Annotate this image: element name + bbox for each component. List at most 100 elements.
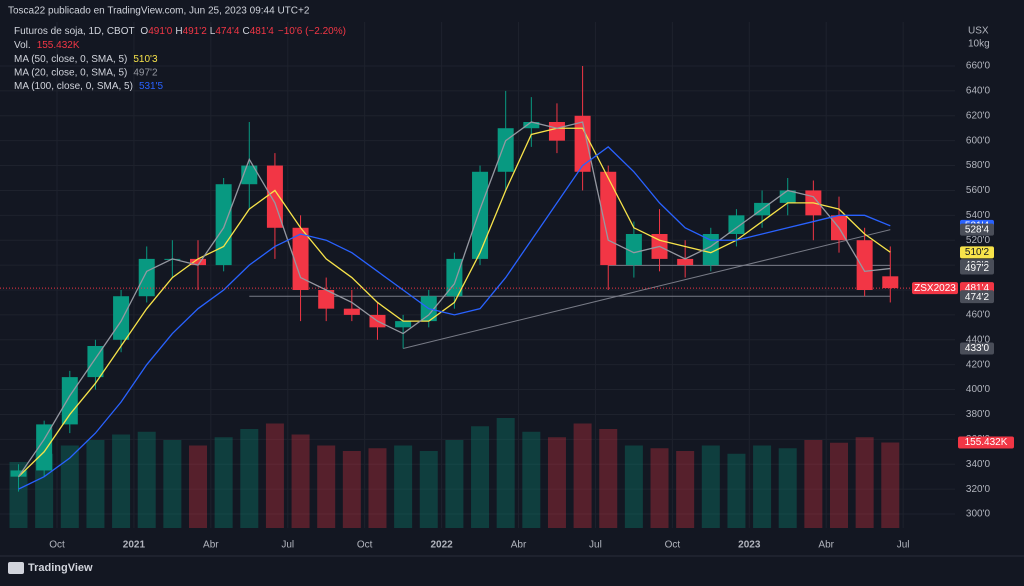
volume-bar bbox=[394, 445, 413, 528]
legend-key: C bbox=[242, 26, 249, 37]
price-tag bbox=[960, 342, 994, 355]
y-tick-label: 400'0 bbox=[966, 384, 991, 395]
candle-body bbox=[625, 234, 642, 266]
price-tag-label: 528'4 bbox=[965, 224, 990, 235]
y-tick-label: 540'0 bbox=[966, 210, 991, 221]
legend-value: 474'4 bbox=[215, 26, 240, 37]
y-tick-label: 300'0 bbox=[966, 509, 991, 520]
volume-bar bbox=[830, 442, 848, 528]
price-tag-label: 474'2 bbox=[965, 292, 990, 303]
legend-vol: 155.432K bbox=[37, 40, 80, 51]
y-tick-label: 320'0 bbox=[966, 484, 991, 495]
candle-body bbox=[882, 276, 899, 289]
logo bbox=[8, 562, 24, 574]
y-tick-label: 580'0 bbox=[966, 160, 991, 171]
volume-bar bbox=[163, 440, 182, 528]
volume-bar bbox=[419, 451, 438, 528]
y-tick-label: 520'0 bbox=[966, 235, 991, 246]
volume-bar bbox=[112, 434, 131, 528]
brand[interactable]: TradingView bbox=[28, 562, 93, 574]
volume-bar bbox=[240, 429, 259, 528]
y-tick-label: 620'0 bbox=[966, 110, 991, 121]
candle-body bbox=[472, 171, 489, 259]
volume-bar bbox=[445, 440, 464, 528]
ma-last: 531'5 bbox=[139, 81, 164, 92]
x-tick-label: Jul bbox=[589, 540, 602, 551]
y-tick-label: 440'0 bbox=[966, 334, 991, 345]
candle-body bbox=[600, 171, 617, 266]
volume-bar bbox=[317, 445, 336, 528]
x-tick-label: Jul bbox=[281, 540, 294, 551]
ma-last: 497'2 bbox=[133, 67, 158, 78]
volume-bar bbox=[265, 423, 284, 528]
volume-bar bbox=[496, 418, 515, 528]
candle-body bbox=[702, 234, 719, 266]
volume-bar bbox=[189, 445, 207, 528]
price-tag-label: 510'2 bbox=[965, 247, 990, 258]
volume-bar bbox=[342, 451, 361, 528]
x-tick-label: Oct bbox=[665, 540, 681, 551]
candle-body bbox=[574, 115, 591, 172]
candle-body bbox=[677, 258, 694, 266]
volume-bar bbox=[701, 445, 720, 528]
price-tag bbox=[960, 291, 994, 304]
byline: Tosca22 publicado en TradingView.com, Ju… bbox=[8, 6, 310, 17]
volume-bar bbox=[753, 445, 772, 528]
legend-value: 481'4 bbox=[250, 26, 275, 37]
ma-name: MA (100, close, 0, SMA, 5) bbox=[14, 81, 133, 92]
y-tick-label: 420'0 bbox=[966, 359, 991, 370]
candle-body bbox=[138, 258, 155, 297]
x-tick-label: 2021 bbox=[123, 540, 146, 551]
candle-body bbox=[190, 258, 206, 266]
volume-bar bbox=[676, 451, 695, 528]
legend-key: L bbox=[210, 26, 216, 37]
candle-body bbox=[523, 122, 540, 129]
volume-bar bbox=[804, 440, 823, 528]
candle-body bbox=[266, 165, 283, 228]
volume-bar bbox=[624, 445, 643, 528]
legend-line: MA (50, close, 0, SMA, 5) 510'3 bbox=[14, 54, 158, 65]
candle-body bbox=[292, 227, 309, 291]
symbol-tag-label: ZSX2023 bbox=[914, 283, 956, 294]
ma-line bbox=[18, 127, 891, 478]
candle-body bbox=[113, 296, 130, 340]
x-tick-label: Jul bbox=[897, 540, 910, 551]
x-tick-label: Abr bbox=[203, 540, 219, 551]
volume-tag-label: 155.432K bbox=[965, 437, 1008, 448]
volume-bar bbox=[650, 448, 669, 528]
price-tag-label: 481'4 bbox=[965, 283, 990, 294]
candle-body bbox=[856, 240, 873, 291]
volume-tag bbox=[958, 436, 1014, 449]
y-tick-label: 340'0 bbox=[966, 459, 991, 470]
candle-body bbox=[497, 128, 514, 172]
candle-body bbox=[61, 377, 78, 425]
ma-line bbox=[17, 121, 891, 478]
volume-bar bbox=[471, 426, 490, 528]
x-tick-label: Oct bbox=[357, 540, 373, 551]
legend-key: H bbox=[175, 26, 182, 37]
y-tick-label: 560'0 bbox=[966, 185, 991, 196]
candle-body bbox=[215, 184, 232, 266]
volume-bar bbox=[214, 437, 233, 528]
volume-bar bbox=[727, 453, 746, 528]
candle-body bbox=[343, 308, 360, 315]
legend-change: −10'6 (−2.20%) bbox=[278, 26, 346, 37]
y-tick-label: 380'0 bbox=[966, 409, 991, 420]
price-tag bbox=[960, 223, 994, 236]
volume-bar bbox=[855, 437, 874, 528]
x-tick-label: 2022 bbox=[430, 540, 453, 551]
ma-last: 510'3 bbox=[133, 54, 158, 65]
price-tag bbox=[960, 246, 994, 259]
candle-body bbox=[318, 290, 335, 309]
candle-body bbox=[446, 258, 463, 297]
price-tag bbox=[960, 262, 994, 275]
volume-bar bbox=[86, 440, 105, 528]
legend-value: 491'0 bbox=[148, 26, 173, 37]
ma-name: MA (20, close, 0, SMA, 5) bbox=[14, 67, 127, 78]
x-tick-label: Abr bbox=[818, 540, 834, 551]
y-tick-label: 660'0 bbox=[966, 61, 991, 72]
legend-line: Vol. 155.432K bbox=[14, 40, 80, 51]
ma-name: MA (50, close, 0, SMA, 5) bbox=[14, 54, 127, 65]
x-tick-label: Oct bbox=[49, 540, 65, 551]
